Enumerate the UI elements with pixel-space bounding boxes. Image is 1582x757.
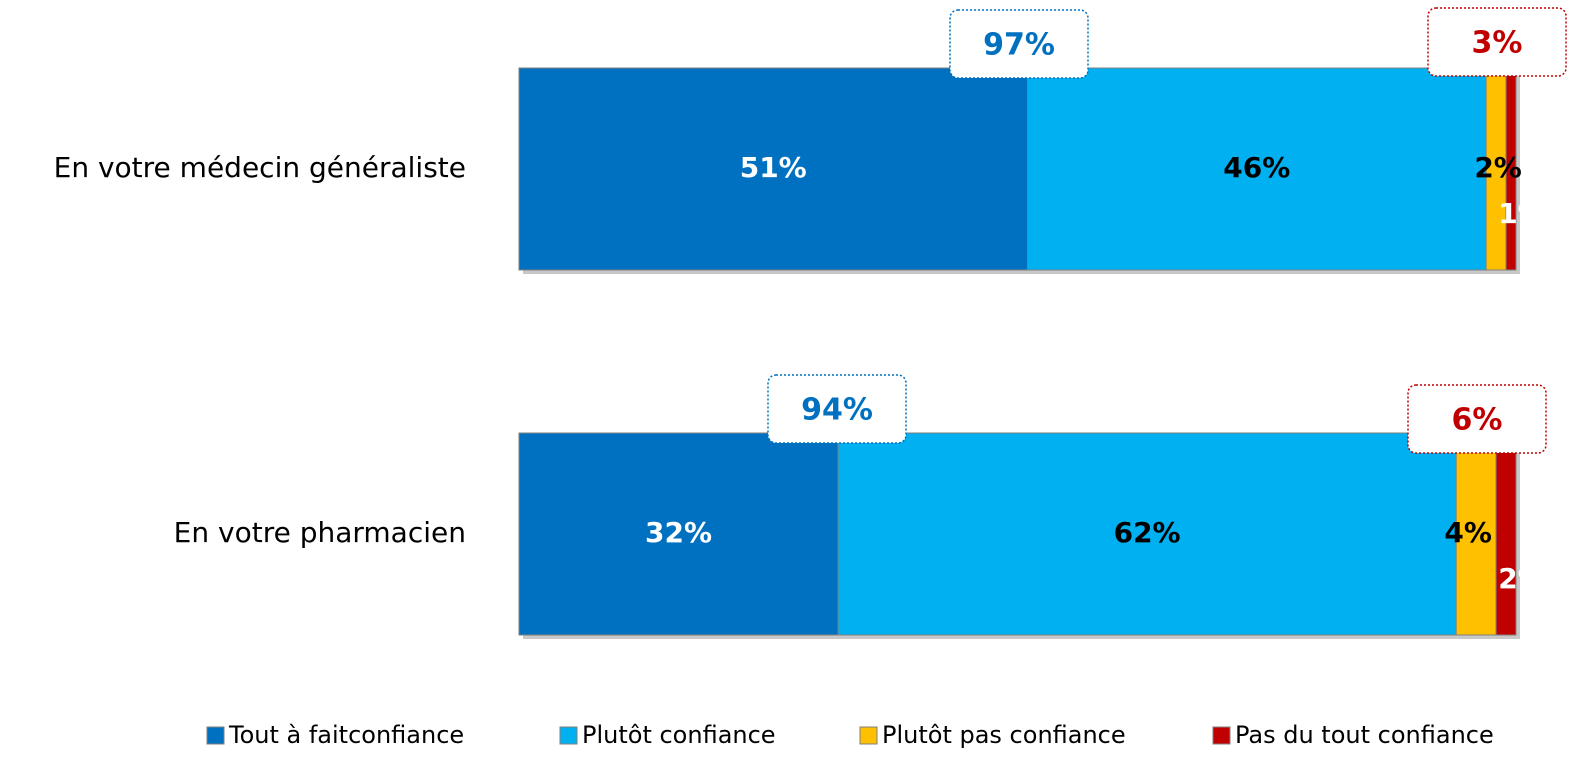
- legend-swatch: [559, 726, 578, 745]
- total-box: [949, 9, 1089, 79]
- legend-swatch: [859, 726, 878, 745]
- total-label: 94%: [801, 393, 873, 428]
- total-label: 6%: [1452, 403, 1503, 438]
- data-label: 2%: [1498, 562, 1546, 595]
- data-label: 62%: [1114, 516, 1181, 549]
- total-box: [767, 374, 907, 444]
- data-label: 4%: [1444, 516, 1492, 549]
- legend-swatch: [1212, 726, 1231, 745]
- total-box: [1407, 384, 1547, 454]
- legend-label: Tout à faitconfiance: [228, 721, 464, 749]
- legend-label: Plutôt confiance: [582, 721, 776, 749]
- plot-area: 51% 46% 2%1%32% 62% 4%2%: [518, 67, 1546, 639]
- data-label: 32%: [645, 516, 712, 549]
- legend-label: Plutôt pas confiance: [882, 721, 1126, 749]
- data-label: 46%: [1223, 151, 1290, 184]
- category-label: En votre pharmacien: [174, 516, 466, 549]
- data-label: 51%: [740, 151, 807, 184]
- data-label: 1%: [1498, 197, 1546, 230]
- bar-segment: [518, 67, 1028, 271]
- data-label: 2%: [1474, 151, 1522, 184]
- legend-label: Pas du tout confiance: [1235, 721, 1494, 749]
- total-label: 3%: [1472, 26, 1523, 61]
- category-label: En votre médecin généraliste: [54, 151, 466, 184]
- bar-segment: [1495, 432, 1517, 636]
- legend-swatch: [206, 726, 225, 745]
- bar-segment: [1455, 432, 1497, 636]
- bar-segment: [837, 432, 1457, 636]
- total-label: 97%: [983, 28, 1055, 63]
- bar-segment: [1026, 67, 1487, 271]
- total-box: [1427, 7, 1567, 77]
